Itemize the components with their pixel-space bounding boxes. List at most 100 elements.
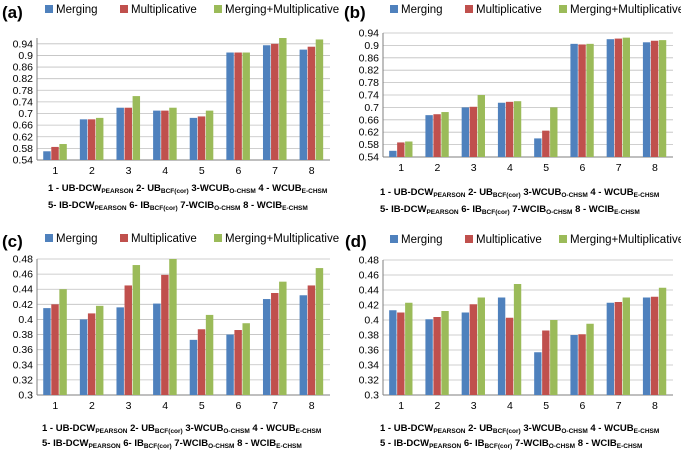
bar-1-1 bbox=[397, 142, 405, 157]
bar-7-2 bbox=[622, 37, 630, 157]
bar-2-2 bbox=[441, 112, 449, 157]
x-tick-label: 7 bbox=[272, 400, 278, 412]
y-tick-label: 0.4 bbox=[18, 314, 33, 326]
y-tick-label: 0.3 bbox=[18, 390, 33, 402]
legend-label-0: Merging bbox=[56, 4, 98, 16]
y-tick-label: 0.36 bbox=[13, 344, 34, 356]
y-tick-label: 0.54 bbox=[13, 155, 34, 167]
y-tick-label: 0.36 bbox=[359, 345, 380, 357]
panel-label: (c) bbox=[2, 232, 23, 251]
bar-1-0 bbox=[389, 150, 397, 157]
x-tick-label: 6 bbox=[579, 162, 585, 174]
bar-2-1 bbox=[433, 114, 441, 157]
bar-5-0 bbox=[189, 339, 198, 395]
x-tick-label: 2 bbox=[89, 400, 95, 412]
y-tick-label: 0.7 bbox=[364, 102, 379, 114]
legend-swatch-2 bbox=[559, 235, 567, 243]
bar-2-0 bbox=[425, 319, 433, 395]
bar-7-2 bbox=[279, 38, 287, 160]
bar-3-1 bbox=[124, 107, 132, 160]
bar-3-1 bbox=[469, 304, 478, 395]
x-tick-label: 3 bbox=[126, 165, 132, 177]
bar-6-2 bbox=[586, 323, 594, 395]
panel-label: (d) bbox=[345, 232, 367, 251]
bar-5-2 bbox=[550, 320, 558, 395]
x-tick-label: 3 bbox=[471, 162, 477, 174]
chart-panel-d: (d) Merging Multiplicative Merging+Multipli… bbox=[340, 225, 681, 450]
bar-8-1 bbox=[650, 40, 659, 157]
legend-label-2: Merging+Multiplicative bbox=[570, 234, 681, 246]
bar-3-0 bbox=[116, 307, 124, 395]
method-caption-line: 1 - UB-DCWPEARSON 2- UBBCF(cor) 3-WCUBO-… bbox=[380, 423, 659, 435]
bar-1-1 bbox=[397, 312, 405, 395]
legend-swatch-1 bbox=[465, 5, 473, 13]
bar-7-0 bbox=[606, 302, 615, 395]
legend-swatch-1 bbox=[120, 5, 128, 13]
legend-label-1: Multiplicative bbox=[131, 233, 197, 245]
y-tick-label: 0.54 bbox=[359, 152, 380, 164]
bar-3-2 bbox=[477, 95, 485, 157]
y-tick-label: 0.7 bbox=[18, 108, 33, 120]
x-tick-label: 6 bbox=[236, 165, 242, 177]
panel-label: (a) bbox=[2, 3, 23, 22]
bar-8-1 bbox=[650, 296, 659, 395]
bar-3-2 bbox=[132, 265, 141, 395]
x-tick-label: 1 bbox=[52, 400, 58, 412]
bar-7-2 bbox=[279, 281, 287, 395]
bar-7-0 bbox=[262, 45, 271, 161]
bar-4-2 bbox=[169, 259, 177, 395]
bar-4-0 bbox=[497, 297, 506, 395]
x-tick-label: 7 bbox=[616, 400, 622, 412]
bar-4-0 bbox=[153, 303, 161, 395]
bar-3-2 bbox=[132, 96, 141, 160]
bar-8-1 bbox=[307, 46, 316, 160]
y-tick-label: 0.46 bbox=[13, 269, 34, 281]
y-tick-label: 0.32 bbox=[13, 374, 34, 386]
bar-5-1 bbox=[542, 330, 550, 395]
bar-8-0 bbox=[299, 49, 308, 160]
y-tick-label: 0.86 bbox=[13, 62, 34, 74]
y-tick-label: 0.44 bbox=[13, 284, 34, 296]
legend-swatch-2 bbox=[214, 234, 222, 242]
x-tick-label: 4 bbox=[162, 165, 168, 177]
method-caption-line: 1 - UB-DCWPEARSON 2- UBBCF(cor) 3-WCUBO-… bbox=[48, 183, 327, 195]
x-tick-label: 3 bbox=[126, 400, 132, 412]
x-tick-label: 1 bbox=[398, 400, 404, 412]
y-tick-label: 0.44 bbox=[359, 285, 380, 297]
bar-5-0 bbox=[189, 117, 198, 160]
bar-8-1 bbox=[307, 285, 316, 395]
bar-6-0 bbox=[226, 334, 234, 395]
bar-1-2 bbox=[405, 302, 413, 395]
bar-4-0 bbox=[497, 102, 506, 157]
panel-label: (b) bbox=[344, 3, 366, 22]
y-tick-label: 0.38 bbox=[13, 329, 34, 341]
bar-4-2 bbox=[513, 284, 522, 395]
x-tick-label: 5 bbox=[199, 400, 205, 412]
bar-2-0 bbox=[425, 115, 433, 157]
x-tick-label: 7 bbox=[272, 165, 278, 177]
bar-4-0 bbox=[153, 110, 161, 160]
bar-5-2 bbox=[550, 107, 558, 157]
bar-6-1 bbox=[578, 334, 586, 395]
bar-1-2 bbox=[405, 141, 413, 157]
y-tick-label: 0.48 bbox=[13, 254, 34, 266]
legend-label-1: Multiplicative bbox=[131, 4, 197, 16]
x-tick-label: 6 bbox=[236, 400, 242, 412]
bar-2-1 bbox=[87, 119, 96, 160]
x-tick-label: 4 bbox=[507, 162, 513, 174]
y-tick-label: 0.42 bbox=[359, 300, 380, 312]
bar-5-1 bbox=[542, 130, 550, 157]
legend-label-2: Merging+Multiplicative bbox=[570, 4, 681, 16]
y-tick-label: 0.9 bbox=[18, 50, 33, 62]
y-tick-label: 0.48 bbox=[359, 255, 380, 267]
bar-2-0 bbox=[79, 119, 88, 160]
bar-3-2 bbox=[477, 297, 485, 395]
bar-6-1 bbox=[578, 44, 586, 157]
y-tick-label: 0.46 bbox=[359, 270, 380, 282]
legend-label-0: Merging bbox=[401, 4, 443, 16]
method-caption-line: 5- IB-DCWPEARSON 6- IBBCF(cor) 7-WCIBO-C… bbox=[48, 200, 308, 212]
bar-3-0 bbox=[461, 312, 470, 395]
x-tick-label: 2 bbox=[434, 400, 440, 412]
legend-swatch-0 bbox=[45, 234, 53, 242]
x-tick-label: 3 bbox=[471, 400, 477, 412]
